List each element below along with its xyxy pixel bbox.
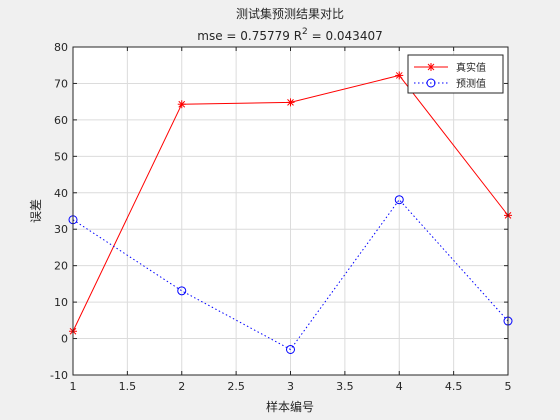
x-tick-label: 3 bbox=[287, 380, 294, 393]
tick-labels: 1 1.5 2 2.5 3 3.5 4 4.5 5 -10 0 10 20 30 40 50 60 70 80 bbox=[50, 41, 511, 393]
series-line bbox=[72, 198, 509, 351]
subtitle-suffix: = 0.043407 bbox=[308, 29, 383, 43]
x-tick-label: 3.5 bbox=[336, 380, 354, 393]
legend-label: 预测值 bbox=[456, 77, 486, 90]
y-tick-label: 60 bbox=[54, 114, 68, 127]
data-point bbox=[286, 98, 295, 107]
data-point bbox=[395, 71, 404, 80]
x-tick-label: 2 bbox=[178, 380, 185, 393]
legend-label: 真实值 bbox=[456, 61, 486, 74]
subtitle-prefix: mse = 0.75779 R bbox=[197, 29, 302, 43]
x-tick-label: 4 bbox=[396, 380, 403, 393]
legend-box bbox=[407, 54, 504, 94]
data-point bbox=[177, 100, 186, 109]
legend-marker bbox=[427, 63, 435, 71]
y-tick-label: 70 bbox=[54, 77, 68, 90]
y-tick-label: 50 bbox=[54, 150, 68, 163]
x-tick-label: 2.5 bbox=[227, 380, 245, 393]
x-tick-label: 1.5 bbox=[119, 380, 137, 393]
chart-subtitle: mse = 0.75779 R2 = 0.043407 bbox=[197, 27, 382, 43]
legend-item: 真实值 bbox=[414, 61, 486, 74]
subtitle-superscript: 2 bbox=[302, 27, 308, 37]
y-axis-label: 误差 bbox=[29, 199, 43, 223]
y-tick-label: 80 bbox=[54, 41, 68, 54]
data-point bbox=[177, 286, 187, 296]
data-point bbox=[394, 195, 404, 205]
x-tick-label: 1 bbox=[70, 380, 77, 393]
y-tick-label: 30 bbox=[54, 223, 68, 236]
legend-marker bbox=[426, 78, 436, 88]
x-axis-label: 样本编号 bbox=[266, 399, 314, 414]
y-tick-label: 20 bbox=[54, 260, 68, 273]
x-tick-label: 4.5 bbox=[445, 380, 463, 393]
data-point bbox=[286, 344, 295, 354]
y-tick-label: 0 bbox=[61, 333, 68, 346]
ticks bbox=[72, 46, 509, 376]
legend-item: 预测值 bbox=[414, 77, 486, 90]
y-tick-label: -10 bbox=[50, 369, 68, 382]
y-tick-label: 40 bbox=[54, 187, 68, 200]
y-tick-label: 10 bbox=[54, 296, 68, 309]
chart-title: 测试集预测结果对比 bbox=[236, 6, 344, 21]
x-tick-label: 5 bbox=[505, 380, 512, 393]
